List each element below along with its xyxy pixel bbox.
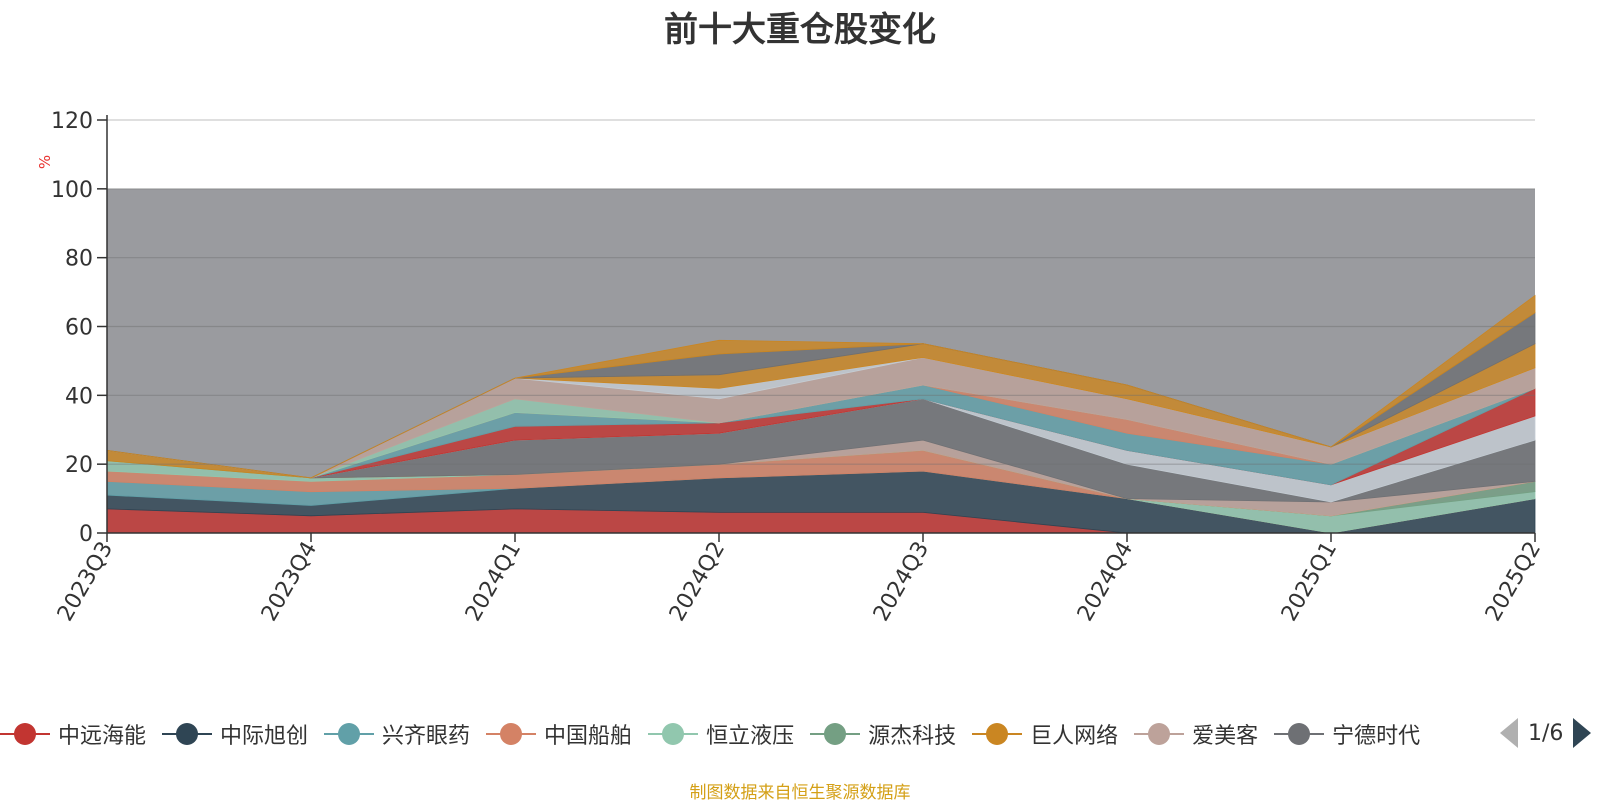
legend-item[interactable]: 兴齐眼药 <box>324 718 470 750</box>
legend-marker-icon <box>972 722 1023 746</box>
legend-label: 中际旭创 <box>220 724 309 749</box>
y-axis-unit-label: % <box>36 155 54 169</box>
legend-label: 中国船舶 <box>544 724 633 749</box>
legend-marker-icon <box>0 722 50 746</box>
y-tick-label: 60 <box>65 316 93 341</box>
legend-marker-icon <box>1134 722 1185 746</box>
chart-title: 前十大重仓股变化 <box>664 10 936 50</box>
legend-item[interactable]: 巨人网络 <box>972 718 1118 750</box>
legend-item[interactable]: 中远海能 <box>0 718 146 750</box>
legend-item[interactable]: 中国船舶 <box>486 718 632 750</box>
legend-item[interactable]: 宁德时代 <box>1274 718 1420 750</box>
x-tick-label: 2025Q1 <box>1277 538 1342 626</box>
x-tick-label: 2024Q4 <box>1073 538 1138 626</box>
legend-item[interactable]: 爱美客 <box>1134 718 1258 750</box>
source-note: 制图数据来自恒生聚源数据库 <box>689 783 911 803</box>
legend-marker-icon <box>810 722 861 746</box>
legend-page-indicator: 1/6 <box>1528 720 1564 746</box>
x-tick-label: 2023Q3 <box>53 538 118 626</box>
legend-label: 源杰科技 <box>868 724 957 749</box>
legend-marker-icon <box>162 722 213 746</box>
legend-label: 兴齐眼药 <box>382 724 471 749</box>
stacked-area-chart: 0 20 40 60 80 100 120% 2023Q3 2023Q4 2024Q1 2024Q2… <box>36 109 1546 626</box>
legend-label: 巨人网络 <box>1030 724 1119 749</box>
x-tick-label: 2025Q2 <box>1481 538 1546 626</box>
legend-marker-icon <box>324 722 375 746</box>
x-tick-label: 2024Q3 <box>869 538 934 626</box>
legend-label: 宁德时代 <box>1332 724 1421 749</box>
area-series-18 <box>106 294 1536 479</box>
y-tick-label: 20 <box>65 453 93 478</box>
y-tick-label: 80 <box>65 247 93 272</box>
x-tick-label: 2024Q1 <box>461 538 526 626</box>
y-tick-label: 120 <box>51 109 93 134</box>
x-tick-label: 2024Q2 <box>665 538 730 626</box>
legend-marker-icon <box>648 722 699 746</box>
pager-next-icon[interactable] <box>1573 718 1592 748</box>
y-tick-label: 0 <box>79 522 93 547</box>
legend-item[interactable]: 恒立液压 <box>648 718 794 750</box>
pager-prev-icon[interactable] <box>1500 718 1518 748</box>
legend-marker-icon <box>486 722 537 746</box>
legend: 中远海能 中际旭创 兴齐眼药 中国船舶 恒立液压 源杰科技 巨人网络 爱美客 宁德时代 <box>0 718 1495 752</box>
legend-pager: 1/6 <box>1500 716 1592 750</box>
legend-item[interactable]: 源杰科技 <box>810 718 956 750</box>
y-tick-label: 40 <box>65 384 93 409</box>
legend-label: 爱美客 <box>1192 724 1259 749</box>
x-tick-label: 2023Q4 <box>257 538 322 626</box>
legend-item[interactable]: 中际旭创 <box>162 718 308 750</box>
legend-marker-icon <box>1274 722 1325 746</box>
legend-label: 中远海能 <box>58 724 147 749</box>
y-tick-label: 100 <box>51 178 93 203</box>
legend-label: 恒立液压 <box>706 724 795 749</box>
